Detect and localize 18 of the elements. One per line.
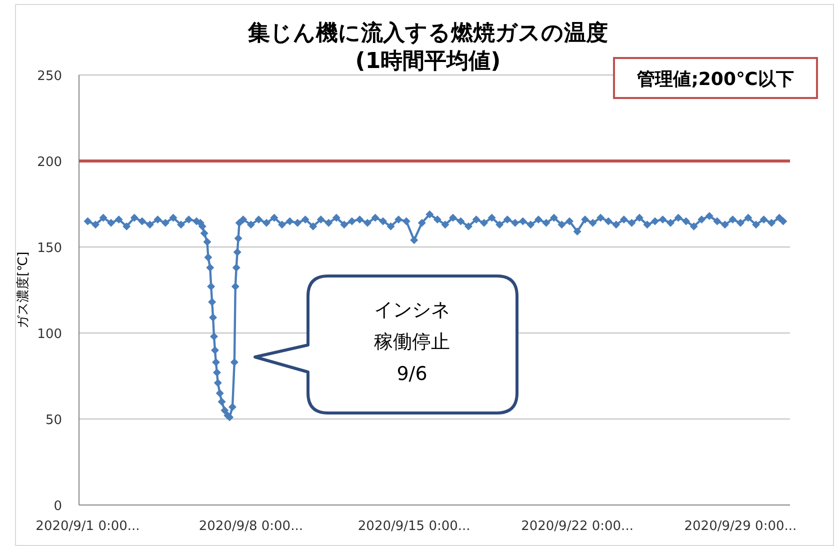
x-tick-label: 2020/9/15 0:00... (358, 519, 470, 534)
chart-subtitle: (1時間平均値) (355, 49, 501, 74)
chart-title: 集じん機に流入する燃焼ガスの温度 (247, 20, 608, 46)
y-tick-label: 250 (37, 69, 62, 84)
annotation: インシネ (374, 299, 450, 321)
y-axis-title: ガス濃度[℃] (15, 252, 31, 328)
x-tick-label: 2020/9/29 0:00... (684, 519, 797, 534)
y-tick-label: 200 (37, 155, 62, 170)
annotation: 管理値;200℃以下 (636, 69, 794, 90)
y-tick-label: 50 (45, 413, 62, 428)
y-tick-label: 150 (37, 241, 62, 256)
annotation: 稼働停止 (374, 331, 450, 353)
annotation: 9/6 (396, 363, 428, 385)
x-tick-label: 2020/9/8 0:00... (198, 519, 303, 534)
y-tick-label: 100 (37, 327, 62, 342)
x-tick-label: 2020/9/1 0:00... (36, 519, 140, 534)
x-tick-label: 2020/9/22 0:00... (521, 519, 634, 534)
y-tick-label: 0 (54, 499, 62, 514)
